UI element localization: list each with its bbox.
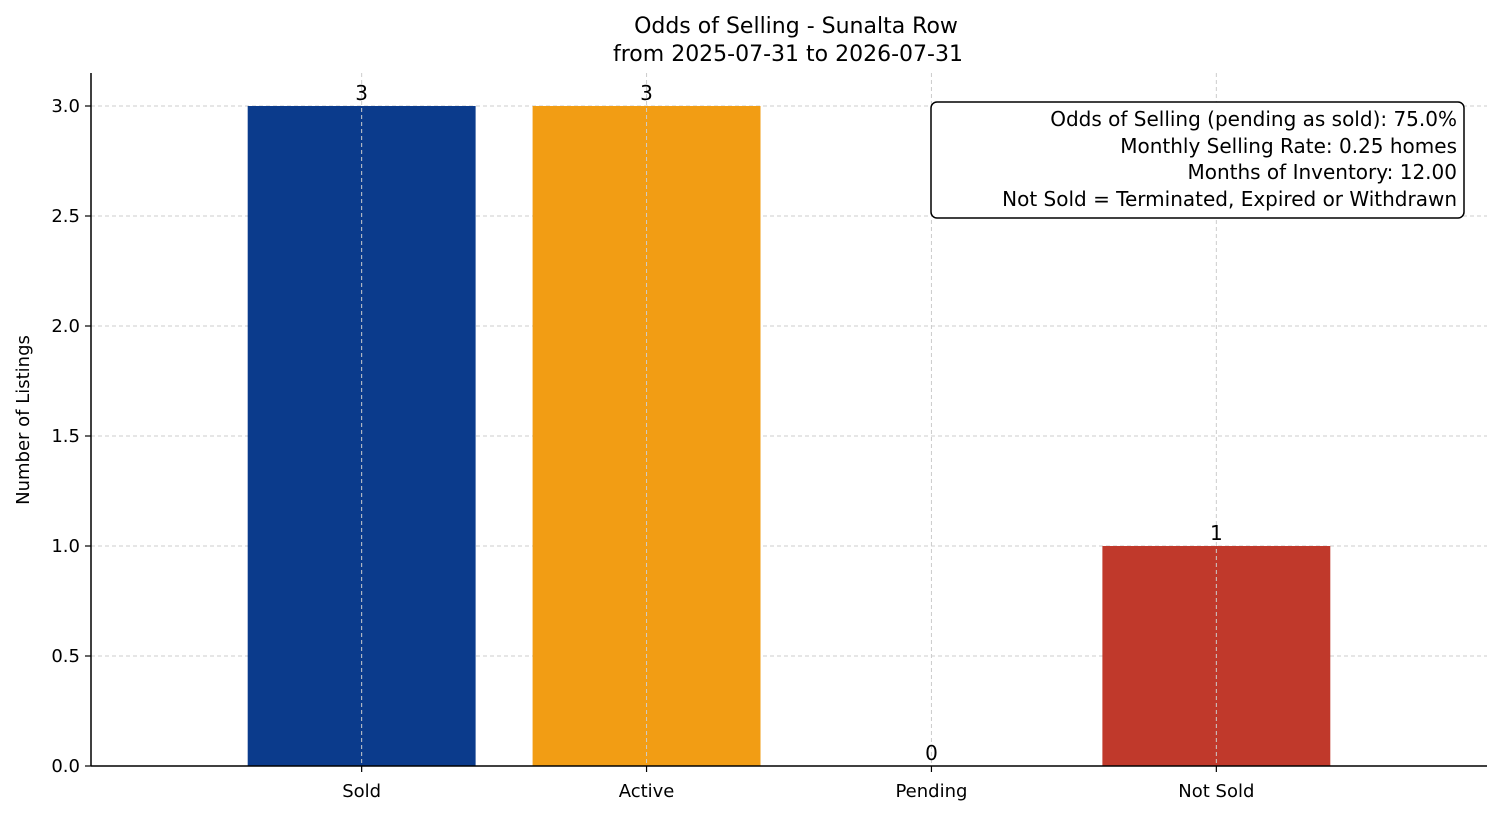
data-label: 3 <box>355 81 368 105</box>
chart-subtitle: from 2025-07-31 to 2026-07-31 <box>613 42 963 67</box>
info-line-rate: Monthly Selling Rate: 0.25 homes <box>1120 134 1457 158</box>
info-line-odds: Odds of Selling (pending as sold): 75.0% <box>1050 107 1457 131</box>
axis-layer: 0.0 0.5 1.0 1.5 2.0 2.5 3.0 Sold Active Pending No… <box>51 73 1487 802</box>
data-label: 1 <box>1210 521 1223 545</box>
y-tick-label: 1.0 <box>51 536 80 557</box>
y-tick-label: 0.0 <box>51 756 80 777</box>
data-label: 3 <box>640 81 653 105</box>
chart-title: Odds of Selling - Sunalta Row <box>634 14 958 39</box>
x-tick-label: Pending <box>895 781 967 802</box>
bar-layer <box>247 106 1331 766</box>
bar-sold <box>247 106 476 766</box>
x-tick-label: Active <box>619 781 675 802</box>
bar-active <box>532 106 761 766</box>
data-label: 0 <box>925 741 938 765</box>
info-box: Odds of Selling (pending as sold): 75.0%… <box>930 101 1465 219</box>
y-tick-label: 0.5 <box>51 646 80 667</box>
info-box-frame <box>930 101 1465 219</box>
y-tick-label: 2.0 <box>51 316 80 337</box>
info-line-inventory: Months of Inventory: 12.00 <box>1187 160 1457 184</box>
info-line-note: Not Sold = Terminated, Expired or Withdr… <box>1002 187 1457 211</box>
data-label-layer: 3 3 0 1 <box>355 81 1222 765</box>
y-tick-label: 1.5 <box>51 426 80 447</box>
x-tick-label: Not Sold <box>1178 781 1254 802</box>
x-tick-label: Sold <box>342 781 381 802</box>
y-tick-label: 3.0 <box>51 96 80 117</box>
y-tick-label: 2.5 <box>51 206 80 227</box>
y-axis-label: Number of Listings <box>13 335 34 505</box>
